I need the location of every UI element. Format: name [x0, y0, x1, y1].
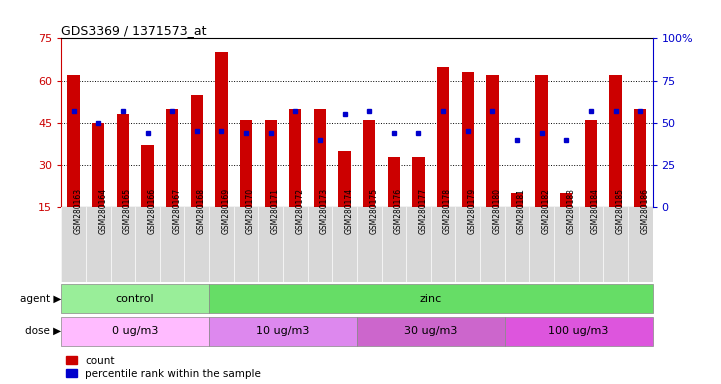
Bar — [363, 120, 376, 207]
Text: GSM280180: GSM280180 — [492, 188, 501, 234]
Bar — [461, 72, 474, 207]
Text: GSM280166: GSM280166 — [148, 188, 156, 234]
Bar — [338, 151, 350, 207]
Bar — [289, 109, 301, 207]
Text: GSM280173: GSM280173 — [320, 188, 329, 234]
Bar — [216, 53, 228, 207]
Text: GSM280165: GSM280165 — [123, 188, 132, 234]
Text: zinc: zinc — [420, 293, 442, 304]
Bar — [511, 193, 523, 207]
Bar — [68, 75, 80, 207]
Bar — [585, 120, 597, 207]
Bar — [209, 284, 653, 313]
Text: dose ▶: dose ▶ — [25, 326, 61, 336]
Bar — [560, 193, 572, 207]
Bar — [536, 75, 548, 207]
Bar — [437, 66, 449, 207]
Text: GSM280179: GSM280179 — [468, 188, 477, 234]
Bar — [505, 316, 653, 346]
Bar — [141, 146, 154, 207]
Bar — [92, 123, 105, 207]
Bar — [265, 120, 277, 207]
Text: 30 ug/m3: 30 ug/m3 — [404, 326, 458, 336]
Bar — [412, 157, 425, 207]
Text: GSM280170: GSM280170 — [246, 188, 255, 234]
Text: GSM280178: GSM280178 — [443, 188, 452, 234]
Text: 0 ug/m3: 0 ug/m3 — [112, 326, 159, 336]
Text: agent ▶: agent ▶ — [20, 293, 61, 304]
Text: GSM280174: GSM280174 — [345, 188, 353, 234]
Text: GSM280175: GSM280175 — [369, 188, 379, 234]
Legend: count, percentile rank within the sample: count, percentile rank within the sample — [66, 356, 261, 379]
Bar — [388, 157, 400, 207]
Bar — [209, 316, 357, 346]
Bar — [166, 109, 178, 207]
Text: GSM280182: GSM280182 — [541, 188, 551, 234]
Bar — [240, 120, 252, 207]
Text: 100 ug/m3: 100 ug/m3 — [549, 326, 609, 336]
Bar — [609, 75, 622, 207]
Text: GSM280176: GSM280176 — [394, 188, 403, 234]
Text: GSM280181: GSM280181 — [517, 188, 526, 234]
Bar — [357, 316, 505, 346]
Bar — [190, 95, 203, 207]
Text: GSM280177: GSM280177 — [418, 188, 428, 234]
Bar — [314, 109, 326, 207]
Bar — [486, 75, 498, 207]
Bar — [117, 114, 129, 207]
Text: 10 ug/m3: 10 ug/m3 — [256, 326, 310, 336]
Text: GSM280168: GSM280168 — [197, 188, 205, 234]
Bar — [61, 284, 209, 313]
Bar — [634, 109, 646, 207]
Text: GSM280183: GSM280183 — [566, 188, 575, 234]
Text: GSM280172: GSM280172 — [296, 188, 304, 234]
Bar — [61, 316, 209, 346]
Text: GSM280163: GSM280163 — [74, 188, 83, 234]
Text: GSM280164: GSM280164 — [98, 188, 107, 234]
Text: GSM280169: GSM280169 — [221, 188, 231, 234]
Text: GSM280186: GSM280186 — [640, 188, 649, 234]
Text: GSM280171: GSM280171 — [270, 188, 280, 234]
Text: GSM280167: GSM280167 — [172, 188, 181, 234]
Text: GSM280185: GSM280185 — [616, 188, 624, 234]
Text: control: control — [116, 293, 154, 304]
Text: GSM280184: GSM280184 — [591, 188, 600, 234]
Text: GDS3369 / 1371573_at: GDS3369 / 1371573_at — [61, 24, 207, 37]
